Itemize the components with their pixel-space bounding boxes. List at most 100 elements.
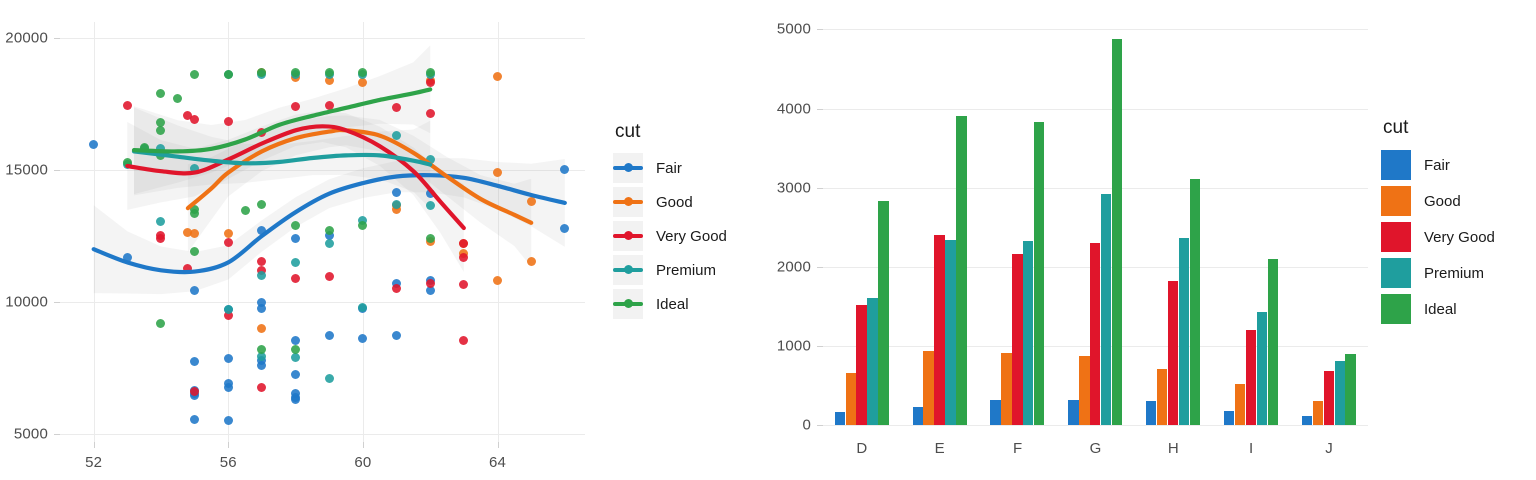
scatter-point <box>358 67 368 77</box>
scatter-point <box>324 100 334 110</box>
scatter-point <box>392 279 402 288</box>
bar-F-premium[interactable] <box>1023 240 1034 425</box>
scatter-point <box>291 102 301 112</box>
bar-y-tick-label: 5000 <box>776 20 811 38</box>
scatter-point <box>156 216 166 226</box>
scatter-point <box>324 67 334 77</box>
scatter-point <box>324 226 334 236</box>
legend-key-swatch-icon <box>1381 150 1411 180</box>
scatter-legend-items: Fair Good Very Good Premium Ideal <box>613 151 727 321</box>
legend-item-premium[interactable]: Premium <box>1381 255 1495 291</box>
bar-I-very-good[interactable] <box>1245 329 1257 425</box>
scatter-point <box>425 154 435 164</box>
scatter-point <box>190 247 200 257</box>
bar-F-fair[interactable] <box>990 400 1001 425</box>
scatter-point <box>324 75 334 85</box>
bar-F-ideal[interactable] <box>1033 122 1045 425</box>
bar-D-ideal[interactable] <box>878 200 889 425</box>
legend-item-ideal[interactable]: Ideal <box>613 287 727 321</box>
bar-E-fair[interactable] <box>912 407 923 425</box>
scatter-point <box>291 370 301 380</box>
scatter-legend-title: cut <box>615 121 641 142</box>
legend-key-line-icon <box>613 221 643 251</box>
bar-J-good[interactable] <box>1312 400 1324 425</box>
scatter-point <box>291 352 301 362</box>
legend-item-ideal[interactable]: Ideal <box>1381 291 1495 327</box>
bar-y-tick-mark <box>817 266 823 268</box>
scatter-point <box>493 71 502 81</box>
legend-item-label: Good <box>1424 192 1461 210</box>
confidence-band <box>134 107 431 209</box>
scatter-point <box>223 228 233 238</box>
bar-y-tick-label: 0 <box>802 416 811 434</box>
legend-item-very-good[interactable]: Very Good <box>613 219 727 253</box>
scatter-gridline-h <box>60 37 585 39</box>
scatter-y-tick-label: 15000 <box>5 161 48 179</box>
scatter-point <box>190 115 200 125</box>
scatter-point <box>358 215 368 225</box>
bar-I-fair[interactable] <box>1223 411 1235 425</box>
scatter-panel: 5000 10000 15000 20000 52 56 60 64 cut Fair Goo… <box>5 22 727 471</box>
bar-J-premium[interactable] <box>1334 361 1345 425</box>
bar-I-premium[interactable] <box>1256 312 1268 425</box>
scatter-point <box>425 234 435 244</box>
bar-G-ideal[interactable] <box>1111 38 1123 425</box>
scatter-point <box>183 227 193 237</box>
scatter-point <box>459 252 469 262</box>
bar-H-premium[interactable] <box>1178 238 1190 425</box>
scatter-point <box>291 273 301 283</box>
legend-item-good[interactable]: Good <box>613 185 727 219</box>
scatter-point <box>425 285 435 295</box>
bar-E-ideal[interactable] <box>956 116 967 425</box>
bar-H-good[interactable] <box>1157 369 1168 425</box>
bar-H-very-good[interactable] <box>1167 280 1179 425</box>
legend-item-fair[interactable]: Fair <box>1381 147 1495 183</box>
bar-F-very-good[interactable] <box>1012 253 1023 425</box>
bar-G-good[interactable] <box>1079 356 1090 425</box>
bar-gridline-h <box>823 108 1368 110</box>
bar-E-premium[interactable] <box>945 240 956 425</box>
bar-E-very-good[interactable] <box>934 235 945 425</box>
bar-F-good[interactable] <box>1001 353 1012 425</box>
bar-H-ideal[interactable] <box>1189 178 1201 425</box>
bar-J-ideal[interactable] <box>1345 354 1356 425</box>
scatter-point <box>459 335 469 345</box>
bar-I-ideal[interactable] <box>1267 259 1278 425</box>
legend-item-premium[interactable]: Premium <box>613 253 727 287</box>
bar-D-very-good[interactable] <box>856 305 867 425</box>
scatter-point <box>122 252 132 262</box>
legend-key-swatch-icon <box>1381 294 1411 324</box>
scatter-point <box>560 165 570 175</box>
bar-I-good[interactable] <box>1234 383 1246 425</box>
bar-D-fair[interactable] <box>834 412 846 425</box>
bar-x-tick-label-G: G <box>1089 440 1102 457</box>
smooth-line-layer <box>91 87 567 275</box>
legend-item-fair[interactable]: Fair <box>613 151 727 185</box>
confidence-band <box>187 115 532 267</box>
bar-G-fair[interactable] <box>1068 400 1079 425</box>
bar-D-good[interactable] <box>845 372 856 425</box>
bar-H-fair[interactable] <box>1146 401 1157 425</box>
legend-item-label: Fair <box>656 159 682 177</box>
bar-y-tick-mark <box>817 108 823 110</box>
legend-item-good[interactable]: Good <box>1381 183 1495 219</box>
scatter-point <box>257 67 267 77</box>
scatter-point <box>392 131 402 141</box>
bar-y-tick-label: 3000 <box>776 179 811 197</box>
bar-G-very-good[interactable] <box>1090 243 1101 425</box>
bar-D-premium[interactable] <box>867 298 878 425</box>
scatter-point <box>156 318 166 328</box>
legend-item-label: Premium <box>1424 264 1485 282</box>
bar-J-fair[interactable] <box>1301 415 1313 425</box>
bar-y-tick-mark <box>817 345 823 347</box>
legend-key-line-icon <box>613 289 643 319</box>
bar-J-very-good[interactable] <box>1323 371 1334 425</box>
bar-E-good[interactable] <box>923 351 934 425</box>
scatter-point <box>291 220 301 230</box>
bar-G-premium[interactable] <box>1100 193 1112 425</box>
scatter-point <box>257 360 267 370</box>
legend-item-very-good[interactable]: Very Good <box>1381 219 1495 255</box>
smooth-line <box>185 127 534 225</box>
scatter-point <box>190 70 200 80</box>
scatter-point <box>122 157 132 167</box>
